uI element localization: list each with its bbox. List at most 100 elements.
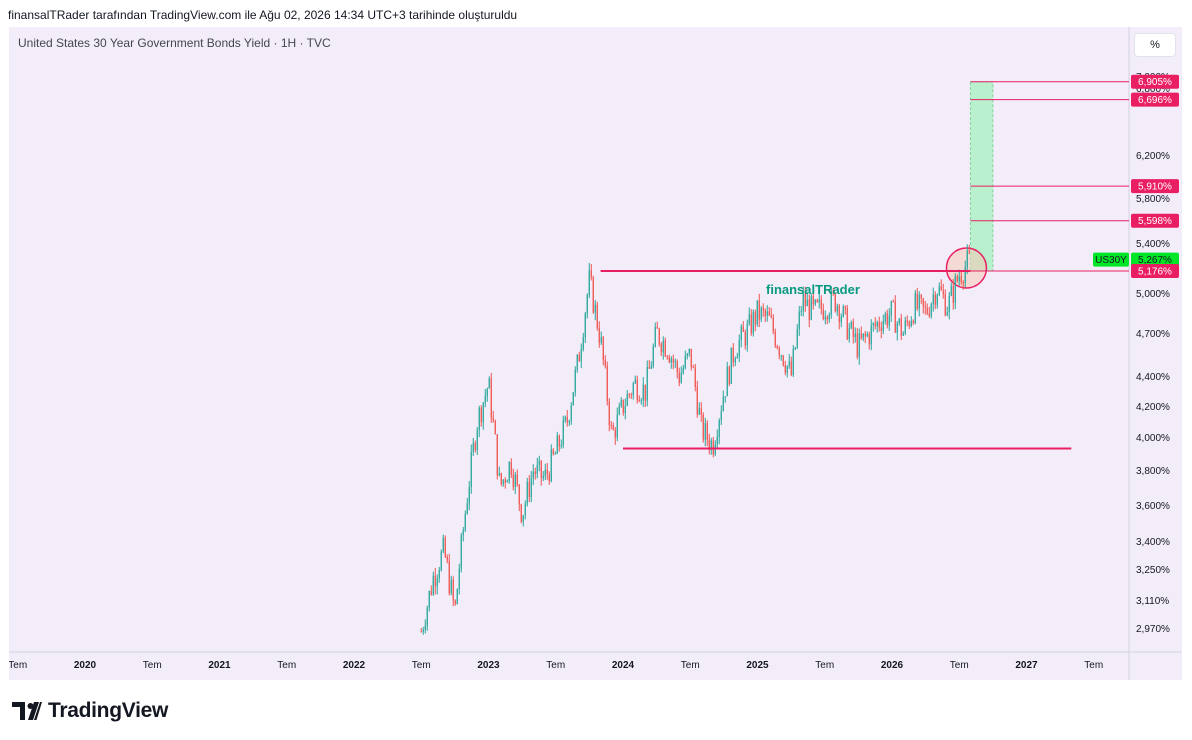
candle-body	[444, 537, 446, 557]
candle-body	[448, 560, 450, 594]
candle-body	[558, 435, 560, 447]
candle-body	[544, 469, 546, 477]
candle-body	[636, 379, 638, 401]
unit-button[interactable]: %	[1134, 33, 1176, 57]
candle-body	[608, 401, 610, 426]
candle-body	[540, 460, 542, 478]
candle-body	[620, 399, 622, 406]
candle-body	[728, 366, 730, 384]
time-tick-label: Tem	[546, 660, 565, 671]
candle-body	[900, 318, 902, 336]
candle-body	[570, 405, 572, 421]
candle-body	[844, 306, 846, 309]
candle-body	[938, 286, 940, 295]
candle-body	[964, 267, 966, 284]
price-chart[interactable]: finansalTRader Tem 2020 Tem 2021 Tem 2022 Tem 2…	[9, 27, 1182, 680]
candle-body	[892, 300, 894, 302]
candle-body	[904, 320, 906, 334]
tradingview-logo-icon	[12, 702, 42, 720]
candle-body	[914, 293, 916, 323]
candle-body	[654, 327, 656, 347]
candle-body	[924, 306, 926, 308]
candle-body	[750, 314, 752, 334]
candle-body	[548, 474, 550, 482]
candle-body	[680, 372, 682, 383]
candle-body	[672, 358, 674, 363]
price-axis: 7,000%6,800%6,200%5,800%5,400%5,000%4,70…	[1136, 72, 1170, 635]
time-tick-label: Tem	[950, 660, 969, 671]
symbol-title[interactable]: United States 30 Year Government Bonds Y…	[18, 36, 331, 50]
candle-body	[724, 396, 726, 398]
candle-body	[500, 473, 502, 485]
candle-body	[802, 293, 804, 312]
candle-body	[708, 439, 710, 450]
candle-body	[624, 405, 626, 413]
candle-body	[522, 515, 524, 522]
annotation-layer: finansalTRader	[600, 81, 1129, 450]
candle-body	[572, 392, 574, 406]
candle-body	[506, 480, 508, 483]
candle-body	[422, 629, 424, 632]
candle-body	[736, 356, 738, 359]
candle-body	[650, 366, 652, 369]
candle-body	[700, 408, 702, 415]
breakout-circle	[945, 247, 988, 289]
candle-body	[756, 300, 758, 325]
candle-body	[668, 357, 670, 363]
candle-body	[716, 436, 718, 445]
candle-body	[966, 251, 968, 268]
price-label-bg	[1131, 264, 1179, 278]
candle-body	[426, 607, 428, 626]
candle-body	[674, 361, 676, 363]
candle-body	[514, 474, 516, 487]
price-tick-label: 6,200%	[1136, 151, 1170, 162]
candle-body	[832, 290, 834, 294]
tradingview-brand: TradingView	[48, 699, 169, 722]
candle-body	[664, 340, 666, 357]
price-tick-label: 5,400%	[1136, 239, 1170, 250]
candle-body	[890, 300, 892, 316]
candle-body	[810, 296, 812, 320]
candle-body	[458, 568, 460, 590]
candle-body	[690, 348, 692, 368]
price-tick-label: 4,700%	[1136, 329, 1170, 340]
candle-body	[628, 394, 630, 396]
candle-body	[712, 440, 714, 455]
candle-body	[464, 513, 466, 531]
chart-panel[interactable]: finansalTRader Tem 2020 Tem 2021 Tem 2022 Tem 2…	[9, 27, 1182, 680]
candle-body	[934, 294, 936, 305]
candle-body	[568, 420, 570, 423]
candle-body	[704, 423, 706, 440]
candle-body	[684, 355, 686, 369]
candle-body	[812, 296, 814, 305]
candle-body	[824, 316, 826, 320]
candle-body	[534, 471, 536, 475]
tradingview-logo[interactable]: TradingView	[12, 699, 168, 723]
time-tick-label: 2021	[208, 660, 231, 671]
candle-body	[602, 337, 604, 360]
candle-body	[888, 315, 890, 326]
candle-body	[870, 325, 872, 345]
candle-layer	[420, 244, 970, 635]
candle-body	[518, 484, 520, 505]
candle-body	[760, 307, 762, 320]
candle-body	[868, 333, 870, 345]
candle-body	[792, 349, 794, 376]
candle-body	[908, 322, 910, 327]
candle-body	[874, 323, 876, 327]
candle-body	[968, 251, 970, 253]
price-tick-label: 3,800%	[1136, 466, 1170, 477]
time-tick-label: 2024	[612, 660, 635, 671]
candle-body	[640, 400, 642, 402]
candle-body	[794, 347, 796, 350]
price-label-bg	[1131, 252, 1179, 267]
candle-body	[846, 308, 848, 340]
candle-body	[526, 482, 528, 504]
candle-body	[596, 304, 598, 329]
candle-body	[770, 315, 772, 318]
candle-body	[726, 366, 728, 397]
candle-body	[612, 425, 614, 430]
candle-body	[956, 276, 958, 282]
candle-body	[598, 328, 600, 343]
candle-body	[820, 299, 822, 310]
